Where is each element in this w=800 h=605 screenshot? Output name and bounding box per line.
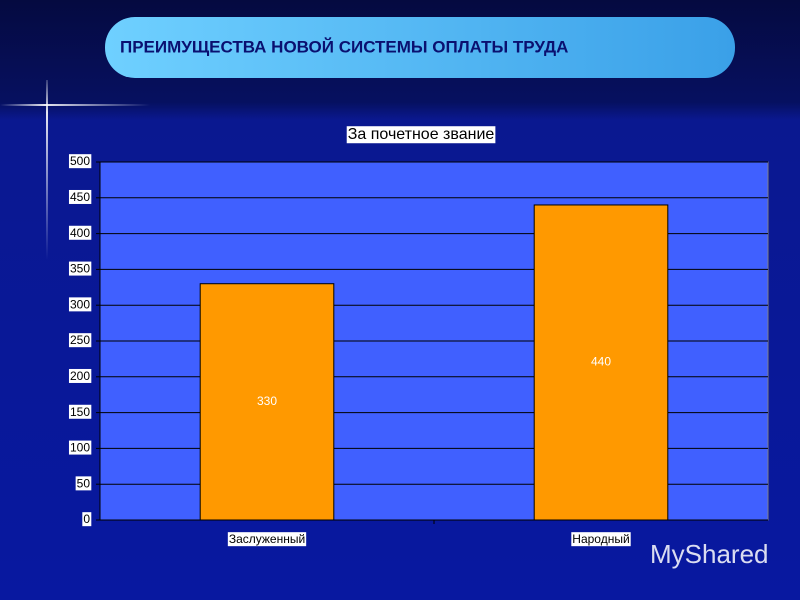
chart-title: За почетное звание: [348, 126, 495, 143]
slide-title: ПРЕИМУЩЕСТВА НОВОЙ СИСТЕМЫ ОПЛАТЫ ТРУДА: [120, 37, 568, 56]
glow-line: [46, 80, 48, 260]
x-tick-label-bg: [571, 532, 631, 547]
y-tick-label-bg: [68, 189, 92, 204]
y-tick-label: 100: [70, 441, 90, 455]
watermark: MyShared: [650, 539, 769, 569]
x-tick-label: Народный: [572, 532, 629, 546]
y-tick-label: 400: [70, 226, 90, 240]
x-tick-label: Заслуженный: [229, 532, 305, 546]
y-tick-label-bg: [68, 404, 92, 419]
y-tick-label: 150: [70, 405, 90, 419]
y-tick-label-bg: [68, 333, 92, 348]
glow-line: [0, 104, 150, 106]
y-tick-label-bg: [68, 261, 92, 276]
y-tick-label: 500: [70, 154, 90, 168]
y-tick-label: 450: [70, 190, 90, 204]
y-tick-label: 200: [70, 369, 90, 383]
data-label: 440: [591, 355, 611, 369]
y-tick-label-bg: [75, 476, 92, 491]
x-tick-label-bg: [227, 532, 307, 547]
y-tick-label-bg: [68, 440, 92, 455]
y-tick-label: 50: [77, 476, 91, 490]
y-tick-label-bg: [68, 154, 92, 169]
y-tick-label-bg: [68, 225, 92, 240]
title-banner: [105, 17, 735, 78]
data-label: 330: [257, 394, 277, 408]
y-tick-label: 0: [83, 512, 90, 526]
y-tick-label: 350: [70, 262, 90, 276]
chart-title-bg: [346, 126, 496, 144]
y-tick-label: 300: [70, 297, 90, 311]
y-tick-label: 250: [70, 333, 90, 347]
y-tick-label-bg: [82, 512, 92, 527]
y-tick-label-bg: [68, 297, 92, 312]
y-tick-label-bg: [68, 368, 92, 383]
bar: [533, 204, 669, 521]
bar: [199, 283, 335, 521]
